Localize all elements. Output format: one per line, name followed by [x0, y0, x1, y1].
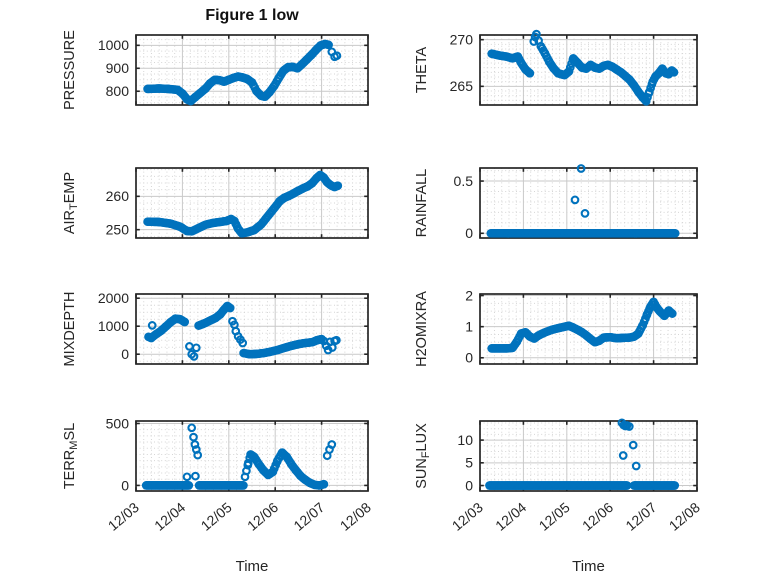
y-tick-label: 800	[106, 83, 130, 99]
y-axis-label: H2OMIXRA	[414, 291, 430, 367]
subplot-airtemp: 250 260 AIRTEMP	[51, 154, 382, 260]
y-axis-label: TERRMSL	[62, 423, 80, 489]
axes-border	[479, 420, 698, 492]
axes-border	[135, 293, 369, 365]
y-tick-labels: 800 900 1000	[98, 37, 129, 99]
subscript: T	[68, 203, 80, 210]
y-tick-label: 270	[450, 32, 474, 48]
data-markers-layer	[144, 301, 341, 361]
y-tick-label: 0	[121, 477, 129, 493]
y-tick-label: 10	[457, 432, 473, 448]
subscript: F	[420, 451, 432, 458]
x-tick-label: 12/06	[244, 499, 281, 534]
subplot-mixdepth: 0 1000 2000 MIXDEPTH	[51, 280, 382, 386]
y-axis-label: MIXDEPTH	[62, 292, 78, 367]
data-markers-layer	[487, 297, 677, 353]
subplot-rainfall: 0 0.5 RAINFALL	[395, 154, 711, 260]
x-axis-label: Time	[572, 558, 605, 575]
y-tick-label: 5	[465, 455, 473, 471]
x-tick-labels: 12/03 12/04 12/05 12/06 12/07 12/08	[105, 499, 374, 534]
y-axis-label: SUNFLUX	[414, 423, 432, 489]
y-tick-labels: 250 260	[106, 188, 130, 237]
subscript: M	[68, 441, 80, 450]
data-markers-layer	[485, 418, 680, 490]
subplot-pressure: 800 900 1000 PRESSURE	[51, 21, 382, 127]
y-tick-label: 900	[106, 60, 130, 76]
data-markers-layer	[486, 164, 680, 238]
y-tick-labels: 265 270	[450, 32, 474, 95]
y-tick-label: 0	[465, 225, 473, 241]
x-tick-label: 12/06	[579, 499, 616, 534]
x-tick-label: 12/07	[290, 499, 327, 534]
subplot-sunflux: 0 5 10 SUNFLUX 12/03 12/04 12/05 12/06 12/07 12/0…	[395, 407, 711, 583]
x-tick-label: 12/03	[449, 499, 486, 534]
x-axis-label: Time	[236, 558, 269, 575]
y-tick-label: 0	[465, 350, 473, 366]
x-tick-label: 12/07	[622, 499, 659, 534]
y-axis-label: PRESSURE	[62, 30, 78, 110]
subplot-h2omixra: 0 1 2 H2OMIXRA	[395, 280, 711, 386]
tick-marks-layer	[479, 35, 698, 105]
y-tick-label: 2000	[98, 290, 129, 306]
tick-marks-layer	[479, 294, 698, 364]
y-tick-labels: 00.5	[454, 173, 474, 241]
tick-marks-layer	[135, 168, 369, 238]
x-tick-label: 12/08	[337, 499, 374, 534]
data-markers-layer	[141, 423, 337, 490]
subplot-airtemp-canvas: 250 260 AIRTEMP	[62, 167, 369, 239]
y-tick-label: 500	[106, 415, 130, 431]
tick-marks-layer	[135, 35, 369, 105]
y-tick-label: 1000	[98, 318, 129, 334]
y-tick-label: 250	[106, 222, 130, 238]
figure-title: Figure 1 low	[205, 7, 299, 24]
x-tick-label: 12/05	[198, 499, 235, 534]
subplot-sunflux-canvas: 0 5 10 SUNFLUX 12/03 12/04 12/05 12/06 12/07 12/0…	[414, 418, 703, 575]
x-tick-label: 12/04	[151, 499, 188, 534]
subplot-theta: 265 270 THETA	[395, 21, 711, 127]
axes-border	[479, 167, 698, 239]
y-tick-label: 265	[450, 78, 474, 94]
data-markers-layer	[487, 29, 679, 106]
y-tick-label: 0.5	[454, 173, 474, 189]
x-tick-label: 12/04	[492, 499, 529, 534]
subplot-theta-canvas: 265 270 THETA	[414, 29, 698, 106]
axes-border	[135, 420, 369, 492]
axes-border	[135, 34, 369, 106]
grid-major-layer	[136, 168, 368, 238]
y-axis-label: THETA	[414, 46, 430, 93]
subplot-terrmsl: 0 500 TERRMSL 12/03 12/04 12/05 12/06 12/07 12/0…	[51, 407, 382, 583]
x-tick-label: 12/05	[536, 499, 573, 534]
y-tick-label: 0	[121, 346, 129, 362]
grid-minor-layer	[480, 421, 697, 491]
y-tick-labels: 0 5 10	[457, 432, 473, 493]
y-tick-label: 1000	[98, 37, 129, 53]
y-tick-label: 260	[106, 188, 130, 204]
data-markers-layer	[143, 39, 342, 106]
data-markers-layer	[143, 170, 343, 238]
y-axis-label: AIRTEMP	[62, 172, 80, 234]
tick-marks-layer	[135, 294, 369, 364]
grid-minor-layer	[136, 294, 368, 364]
x-tick-label: 12/08	[666, 499, 703, 534]
y-tick-label: 2	[465, 287, 473, 303]
subplot-h2omixra-canvas: 0 1 2 H2OMIXRA	[414, 287, 698, 367]
y-axis-label: RAINFALL	[414, 169, 430, 238]
y-tick-labels: 0 500	[106, 415, 130, 493]
grid-major-layer	[136, 294, 368, 364]
y-tick-labels: 0 1000 2000	[98, 290, 129, 362]
x-tick-label: 12/03	[105, 499, 142, 534]
y-tick-labels: 0 1 2	[465, 287, 473, 365]
axes-border	[479, 293, 698, 365]
axes-border	[479, 34, 698, 106]
axes-border	[135, 167, 369, 239]
y-tick-label: 0	[465, 477, 473, 493]
subplot-mixdepth-canvas: 0 1000 2000 MIXDEPTH	[62, 290, 369, 367]
x-tick-labels: 12/03 12/04 12/05 12/06 12/07 12/08	[449, 499, 703, 534]
y-tick-label: 1	[465, 319, 473, 335]
subplot-pressure-canvas: 800 900 1000 PRESSURE	[62, 30, 369, 110]
